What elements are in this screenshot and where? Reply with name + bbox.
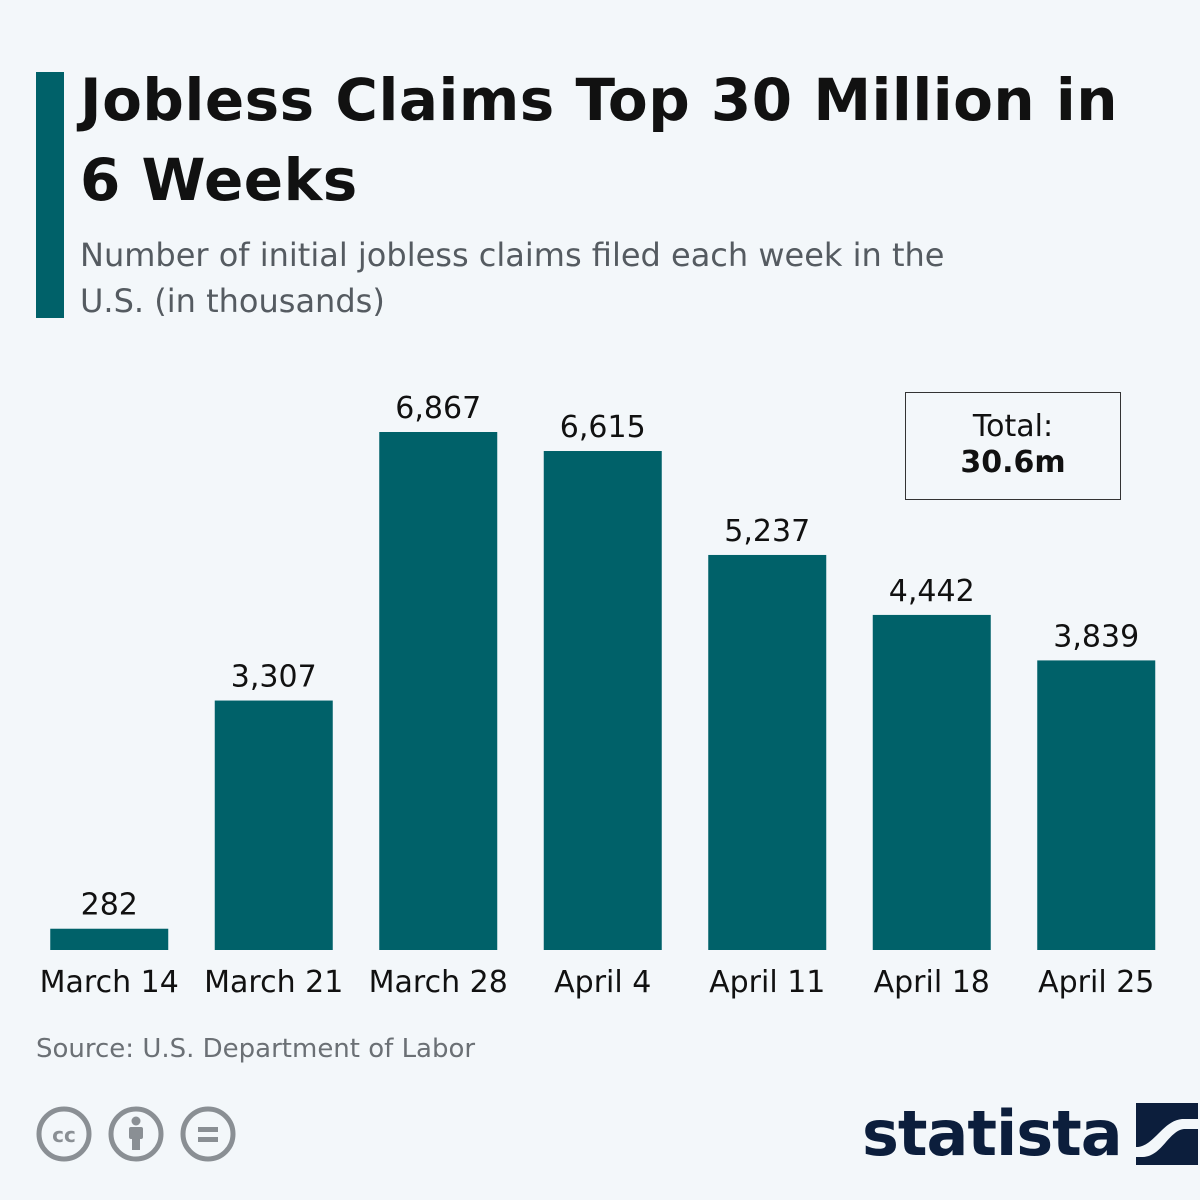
no-derivatives-icon[interactable] — [180, 1106, 236, 1162]
brand-name: statista — [862, 1097, 1123, 1170]
statista-logo-icon — [1135, 1103, 1198, 1165]
value-label: 282 — [81, 888, 138, 923]
category-label: March 14 — [40, 965, 179, 1000]
bar-march-28 — [379, 432, 498, 950]
category-label: April 18 — [874, 965, 990, 1000]
category-label: March 21 — [204, 965, 343, 1000]
bar-chart: 282 March 14 3,307 March 21 6,867 March 28 6,6… — [40, 391, 1156, 1000]
bar-march-14 — [50, 928, 169, 950]
bar-april-11 — [708, 554, 827, 950]
attribution-icon[interactable] — [108, 1106, 164, 1162]
bar-april-18 — [872, 614, 991, 950]
chart-subtitle: Number of initial jobless claims filed e… — [80, 236, 945, 320]
creative-commons-icon[interactable]: cc — [36, 1106, 92, 1162]
value-label: 5,237 — [724, 514, 810, 549]
category-label: March 28 — [369, 965, 508, 1000]
bar-april-4 — [543, 451, 662, 950]
value-label: 3,839 — [1053, 619, 1139, 654]
value-label: 6,615 — [560, 410, 646, 445]
total-value: 30.6m — [960, 445, 1066, 480]
title-accent-bar — [36, 72, 64, 318]
source-note: Source: U.S. Department of Labor — [36, 1034, 476, 1064]
statista-brand: statista — [862, 1094, 1198, 1174]
category-label: April 4 — [554, 965, 651, 1000]
value-label: 4,442 — [889, 574, 975, 609]
category-label: April 11 — [709, 965, 825, 1000]
total-label: Total: — [972, 409, 1054, 444]
svg-text:cc: cc — [52, 1123, 76, 1147]
total-callout: Total: 30.6m — [905, 392, 1121, 500]
license-icons: cc — [36, 1106, 236, 1162]
bar-april-25 — [1037, 660, 1156, 950]
value-label: 6,867 — [395, 391, 481, 426]
category-label: April 25 — [1038, 965, 1154, 1000]
bar-march-21 — [214, 700, 333, 950]
value-label: 3,307 — [231, 660, 317, 695]
chart-title: Jobless Claims Top 30 Million in 6 Weeks — [80, 66, 1119, 214]
